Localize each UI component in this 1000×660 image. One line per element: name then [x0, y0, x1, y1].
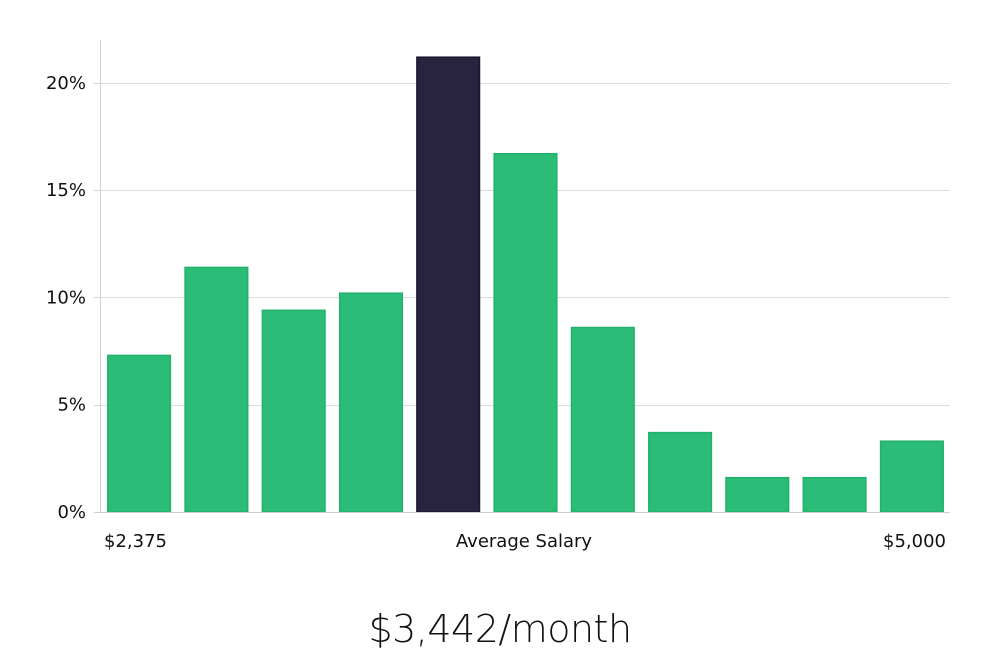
x-axis-labels: $2,375 Average Salary $5,000 [104, 531, 946, 552]
bar [184, 266, 249, 513]
x-label-max: $5,000 [883, 531, 946, 552]
bar [648, 431, 713, 513]
y-tick-label: 10% [46, 287, 86, 308]
bar [570, 326, 635, 513]
axes [100, 40, 950, 513]
y-tick-label: 15% [46, 180, 86, 201]
bar [725, 476, 790, 513]
y-tick-label: 0% [57, 502, 86, 523]
bar-average-highlight [416, 56, 481, 513]
average-salary-headline: $3,442/month [368, 607, 632, 651]
x-label-average: Average Salary [456, 531, 593, 552]
y-tick-label: 5% [57, 395, 86, 416]
bar [338, 292, 404, 513]
histogram-svg: 0% 5% 10% 15% 20% $2,375 Average Salary $5,0… [46, 40, 950, 552]
bar [107, 354, 172, 513]
x-label-min: $2,375 [104, 531, 167, 552]
y-tick-label: 20% [46, 73, 86, 94]
bar [493, 152, 558, 513]
y-axis-ticks: 0% 5% 10% 15% 20% [46, 73, 100, 523]
bar [261, 309, 326, 513]
bar [802, 476, 867, 513]
bars [107, 56, 944, 513]
bar [879, 440, 944, 513]
